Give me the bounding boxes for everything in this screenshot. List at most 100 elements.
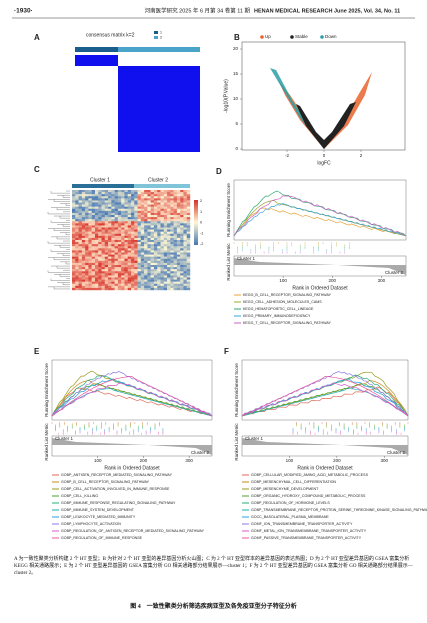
legend-label: GOBP_LEUKOCYTE_MEDIATED_IMMUNITY — [61, 515, 136, 519]
heatmap-cell — [114, 198, 119, 201]
heatmap-cell — [186, 285, 191, 289]
heatmap-cell — [131, 246, 135, 249]
heatmap-cell — [167, 235, 171, 239]
legend-label: GOBP_CELL_ACTIVATION_INVOLVED_IN_IMMUNE_… — [61, 487, 170, 491]
heatmap-cell — [153, 254, 158, 257]
heatmap-cell — [104, 219, 109, 222]
heatmap-cell — [81, 221, 86, 224]
heatmap-cell — [104, 231, 109, 234]
heatmap-cell — [147, 265, 151, 268]
heatmap-cell — [186, 208, 191, 212]
legend-label: Stable — [295, 34, 308, 39]
heatmap-cell — [94, 267, 99, 270]
hit-ticks — [55, 425, 156, 428]
heatmap-cell — [180, 219, 184, 222]
heatmap-cell — [153, 273, 158, 276]
heatmap-cell — [140, 287, 145, 291]
heatmap-cell — [117, 227, 122, 230]
x-tick-label: 200 — [333, 458, 341, 463]
heatmap-cell — [170, 267, 174, 270]
heatmap-cell — [108, 258, 112, 262]
heatmap-cell — [98, 279, 102, 282]
heatmap-cell — [157, 256, 161, 259]
heatmap-cell — [186, 233, 191, 237]
heatmap-cell — [157, 219, 161, 222]
heatmap-cell — [124, 206, 128, 209]
heatmap-cell — [124, 215, 128, 218]
heatmap-cell — [153, 262, 158, 266]
annotation-bar — [134, 184, 190, 188]
heatmap-cell — [101, 223, 105, 226]
heatmap-cell — [111, 271, 115, 274]
heatmap-cell — [114, 275, 119, 278]
heatmap-cell — [144, 206, 148, 209]
heatmap-cell — [153, 260, 158, 264]
heatmap-cell — [121, 219, 125, 222]
heatmap-cell — [137, 285, 142, 289]
panel-label: C — [34, 165, 40, 174]
figure-title: 图 4 一致性聚类分析筛选疾病亚型及各免疫亚型分子特征分析 — [130, 604, 297, 610]
heatmap-cell — [163, 212, 168, 216]
heatmap-cell — [72, 200, 76, 203]
heatmap-cell — [140, 265, 145, 268]
heatmap-cell — [183, 252, 187, 255]
heatmap-cell — [108, 246, 112, 249]
heatmap-cell — [180, 196, 184, 199]
cluster-label: Cluster 1 — [245, 436, 264, 441]
x-tick-label: 200 — [140, 458, 148, 463]
heatmap-cell — [104, 210, 109, 214]
heatmap-cell — [124, 281, 128, 284]
heatmap-cell — [88, 217, 92, 220]
heatmap-cell — [78, 225, 83, 228]
heatmap-cell — [124, 283, 128, 287]
enrichment-curve — [233, 207, 407, 237]
x-axis-label: Rank in Ordered Dataset — [292, 285, 348, 291]
heatmap-cell — [160, 273, 164, 276]
cluster-label: Cluster 1 — [237, 256, 256, 261]
heatmap-cell — [121, 244, 125, 247]
heatmap-cell — [85, 250, 89, 253]
heatmap-cell — [167, 217, 171, 220]
heatmap-cell — [150, 212, 155, 216]
heatmap-cell — [91, 244, 96, 247]
heatmap-cell — [170, 192, 174, 195]
hit-ticks — [233, 242, 350, 244]
heatmap-cell — [108, 269, 112, 272]
heatmap-cell — [183, 260, 187, 264]
heatmap-cell — [127, 240, 132, 243]
heatmap-cell — [108, 235, 112, 239]
heatmap-cell — [163, 256, 168, 259]
heatmap-cell — [124, 196, 128, 199]
heatmap-cell — [117, 260, 122, 264]
heatmap-cell — [124, 231, 128, 234]
heatmap-cell — [114, 250, 119, 253]
heatmap-cell — [75, 208, 79, 212]
heatmap-cell — [117, 202, 122, 205]
heatmap-cell — [101, 235, 105, 239]
heatmap-cell — [101, 198, 105, 201]
heatmap-cell — [144, 227, 148, 230]
heatmap-cell — [131, 219, 135, 222]
heatmap-cell — [127, 281, 132, 284]
heatmap-cell — [75, 283, 79, 287]
heatmap-cell — [114, 285, 119, 289]
heatmap-cell — [153, 229, 158, 232]
heatmap-cell — [114, 233, 119, 237]
heatmap-cell — [127, 223, 132, 226]
heatmap-cell — [108, 198, 112, 201]
heatmap-cell — [108, 217, 112, 220]
heatmap-cell — [111, 258, 115, 262]
heatmap-cell — [134, 240, 138, 243]
heatmap-cell — [81, 235, 86, 239]
heatmap-cell — [147, 235, 151, 239]
heatmap-cell — [114, 204, 119, 207]
heatmap-cell — [88, 242, 92, 245]
journal-title: 河南医学研究 2025 年 6 月第 34 卷第 11 期 — [145, 6, 251, 14]
heatmap-cell — [94, 281, 99, 284]
heatmap-cell — [121, 248, 125, 251]
heatmap-cell — [134, 250, 138, 253]
heatmap-cell — [72, 206, 76, 209]
heatmap-cell — [183, 242, 187, 245]
heatmap-cell — [117, 212, 122, 216]
heatmap-cell — [124, 267, 128, 270]
